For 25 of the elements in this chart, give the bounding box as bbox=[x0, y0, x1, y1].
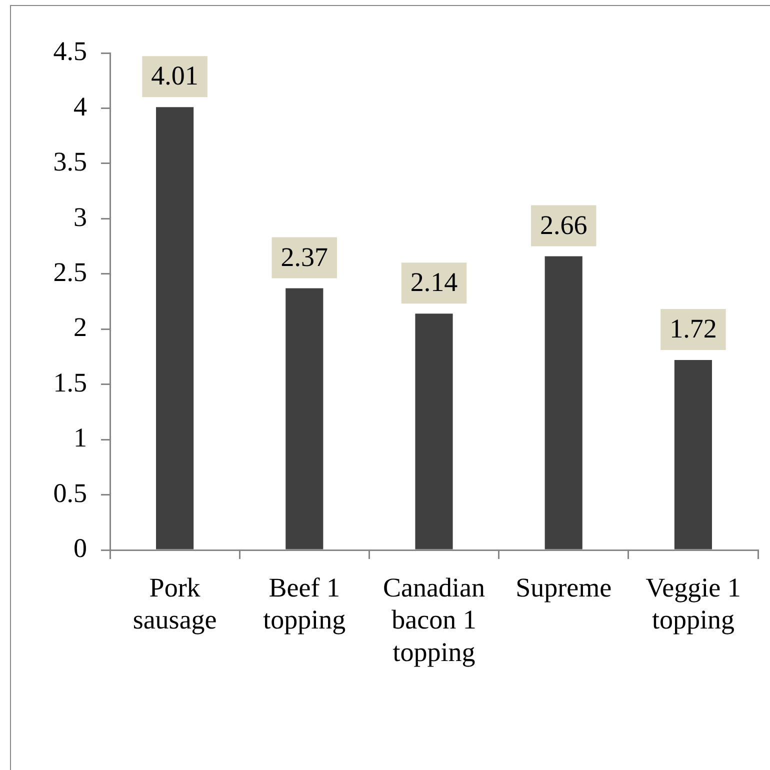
y-tick-label: 2.5 bbox=[53, 256, 87, 287]
data-label: 4.01 bbox=[151, 60, 198, 91]
data-label: 2.14 bbox=[410, 267, 458, 298]
bar bbox=[415, 314, 453, 550]
x-tick-label: Veggie 1 topping bbox=[646, 572, 741, 635]
y-tick-label: 4 bbox=[74, 91, 88, 122]
y-tick-label: 2 bbox=[74, 312, 87, 342]
data-label: 1.72 bbox=[670, 314, 717, 344]
y-tick-label: 0 bbox=[74, 533, 87, 564]
x-tick-label: Beef 1 topping bbox=[263, 572, 346, 635]
bar bbox=[286, 288, 324, 550]
x-tick-label: Pork sausage bbox=[132, 572, 217, 635]
bar bbox=[674, 360, 712, 550]
y-tick-label: 0.5 bbox=[53, 478, 87, 508]
data-label: 2.66 bbox=[540, 210, 588, 240]
bar bbox=[156, 107, 194, 550]
y-tick-label: 3.5 bbox=[53, 146, 87, 177]
y-tick-label: 3 bbox=[74, 202, 87, 232]
x-tick-label: Supreme bbox=[516, 572, 612, 602]
y-tick-label: 4.5 bbox=[53, 36, 87, 66]
data-label: 2.37 bbox=[280, 242, 328, 272]
x-tick-label: Canadian bacon 1 topping bbox=[383, 572, 486, 668]
y-tick-label: 1 bbox=[74, 422, 87, 453]
bar bbox=[544, 256, 582, 550]
y-tick-label: 1.5 bbox=[53, 367, 87, 398]
